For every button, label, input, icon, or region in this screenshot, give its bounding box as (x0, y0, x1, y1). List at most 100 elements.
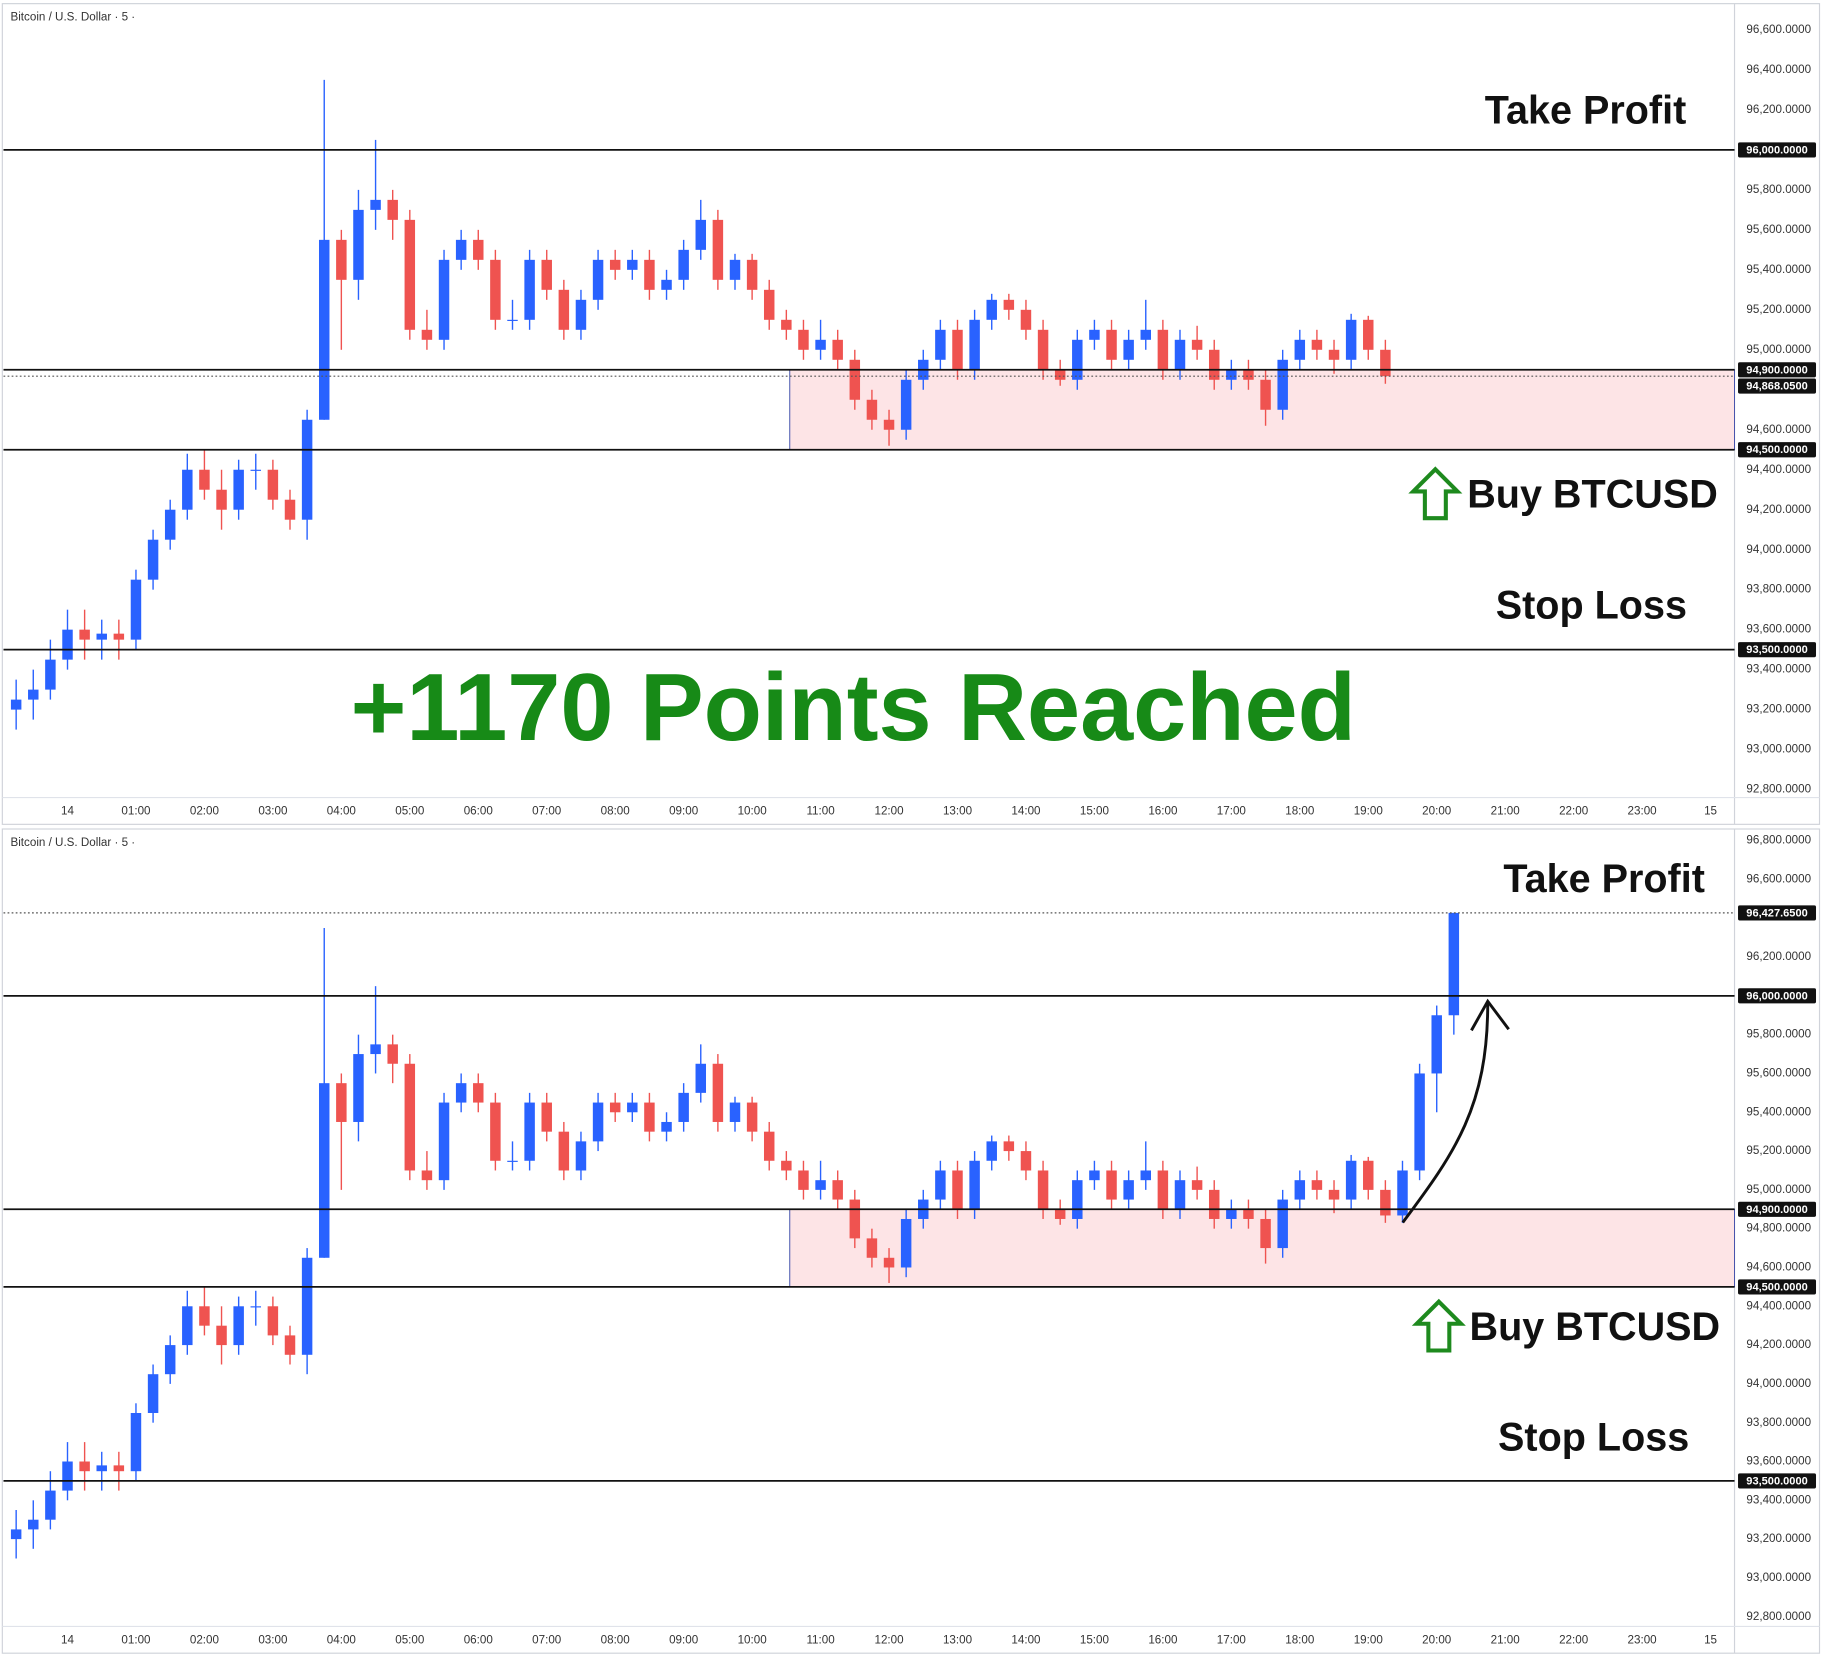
candle-body (130, 579, 142, 640)
candle-body (900, 1218, 912, 1268)
candle-body (1003, 299, 1015, 310)
candle-body (729, 1102, 741, 1122)
candle-body (1089, 329, 1100, 340)
candle-body (1191, 1180, 1203, 1190)
annotation: Buy BTCUSD (1470, 1305, 1721, 1349)
x-tick-label: 14:00 (1011, 805, 1041, 818)
y-tick-label: 93,200.0000 (1746, 703, 1811, 716)
x-tick-label: 18:00 (1285, 805, 1315, 818)
x-tick-label: 15:00 (1080, 805, 1110, 818)
candle-body (318, 1083, 330, 1258)
x-tick-label: 05:00 (395, 1633, 425, 1646)
candle-body (387, 199, 398, 220)
candle-body (318, 239, 330, 420)
y-tick-label: 93,800.0000 (1746, 583, 1811, 596)
candle-body (370, 199, 381, 210)
x-tick-label: 02:00 (190, 1633, 220, 1646)
y-tick-label: 94,600.0000 (1746, 1261, 1811, 1274)
x-tick-label: 16:00 (1148, 805, 1178, 818)
candle-body (781, 319, 792, 330)
candle-body (849, 1199, 861, 1239)
x-tick-label: 06:00 (464, 805, 494, 818)
x-tick-label: 19:00 (1354, 805, 1384, 818)
candle-body (1208, 1189, 1220, 1219)
candle-body (763, 289, 775, 320)
y-tick-label: 95,200.0000 (1746, 303, 1811, 316)
candle-body (1311, 1180, 1323, 1190)
y-tick-label: 96,200.0000 (1746, 103, 1811, 116)
candle-body (1294, 339, 1306, 360)
candle-body (935, 1170, 946, 1200)
candle-body (1345, 1160, 1357, 1200)
y-tick-label: 95,400.0000 (1746, 1105, 1811, 1118)
candle-body (1380, 349, 1391, 377)
candle-body (10, 1529, 22, 1540)
chart-title: Bitcoin / U.S. Dollar · 5 · (10, 836, 135, 849)
candle-body (507, 319, 518, 321)
candle-body (1277, 1199, 1288, 1249)
candle-body (147, 539, 159, 580)
price-box (1738, 1279, 1817, 1295)
x-tick-label: 14 (61, 805, 74, 818)
candle-body (815, 339, 826, 350)
candle-body (404, 219, 416, 330)
candle-body (592, 259, 604, 300)
candle-body (575, 299, 587, 330)
y-tick-label: 93,200.0000 (1746, 1532, 1811, 1545)
candle-body (1243, 369, 1254, 380)
x-tick-label: 16:00 (1148, 1633, 1178, 1646)
candle-body (609, 1102, 621, 1113)
candle-body (609, 259, 621, 270)
candle-body (404, 1063, 416, 1171)
candle-body (96, 633, 107, 640)
candle-body (644, 259, 655, 290)
candle-body (935, 329, 946, 360)
candle-body (233, 469, 244, 510)
candle-body (250, 1306, 262, 1308)
candle-body (524, 259, 535, 320)
y-tick-label: 95,000.0000 (1746, 343, 1811, 356)
y-tick-label: 95,600.0000 (1746, 1067, 1811, 1080)
candle-body (473, 1083, 484, 1103)
candle-body (883, 419, 895, 430)
y-tick-label: 95,000.0000 (1746, 1183, 1811, 1196)
candle-body (541, 1102, 552, 1132)
candle-body (336, 1083, 347, 1122)
candle-body (250, 469, 262, 471)
candle-body (421, 1170, 433, 1181)
y-tick-label: 96,200.0000 (1746, 950, 1811, 963)
candle-body (507, 1160, 518, 1162)
x-tick-label: 21:00 (1491, 805, 1521, 818)
price-box (1738, 642, 1817, 658)
candle-body (986, 299, 997, 320)
candle-body (986, 1141, 997, 1161)
candle-body (1123, 1180, 1134, 1200)
candle-body (62, 1461, 73, 1491)
candle-body (1414, 1073, 1425, 1171)
candle-body (1157, 329, 1169, 370)
y-tick-label: 95,600.0000 (1746, 223, 1811, 236)
candle-body (28, 1519, 39, 1530)
price-box-label: 96,000.0000 (1746, 990, 1807, 1002)
candle-body (216, 489, 227, 510)
y-tick-label: 93,000.0000 (1746, 1571, 1811, 1584)
candle-body (284, 1335, 296, 1355)
candle-body (678, 1092, 689, 1122)
candle-body (1431, 1015, 1442, 1074)
price-box-label: 94,900.0000 (1746, 1204, 1807, 1216)
candle-body (798, 329, 809, 350)
candle-body (455, 239, 467, 260)
candle-body (1260, 379, 1271, 410)
candle-body (558, 289, 570, 330)
x-tick-label: 10:00 (738, 805, 768, 818)
candle-body (182, 469, 193, 510)
candle-body (900, 379, 912, 430)
candle-body (301, 419, 313, 520)
x-tick-label: 12:00 (874, 1633, 904, 1646)
candle-body (79, 1461, 90, 1472)
x-tick-label: 23:00 (1628, 805, 1658, 818)
candle-body (1037, 1170, 1049, 1210)
candle-body (1054, 1209, 1066, 1219)
candle-body (10, 699, 22, 710)
